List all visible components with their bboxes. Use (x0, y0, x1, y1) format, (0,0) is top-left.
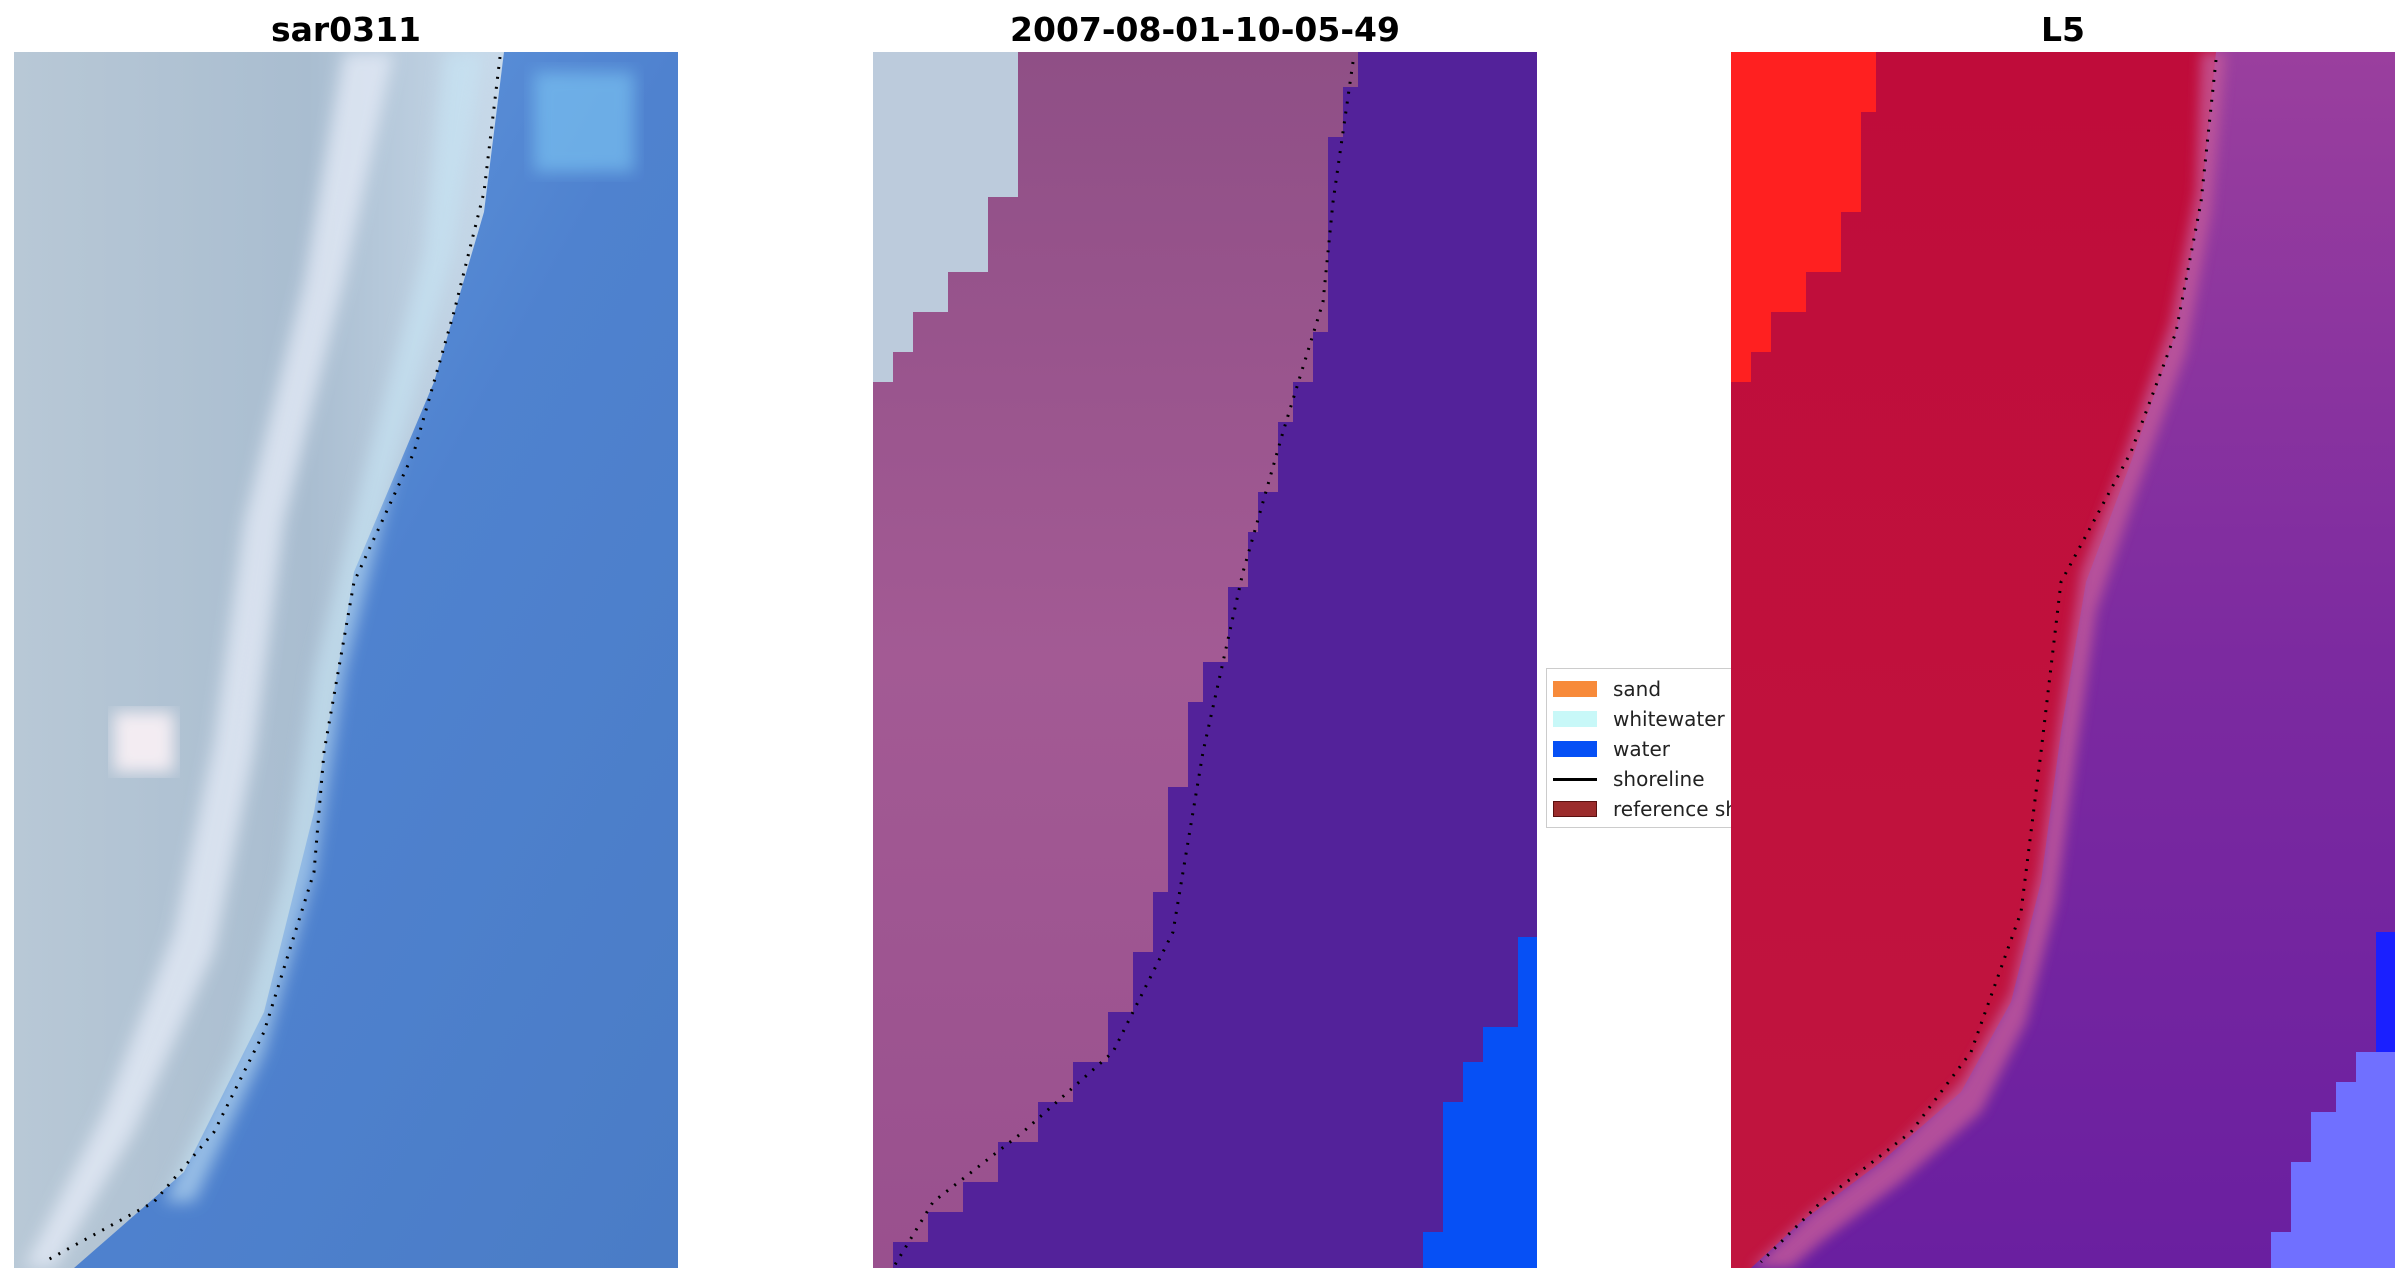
legend-item-shoreline: shoreline (1553, 767, 1705, 791)
legend: sand whitewater water shoreline referenc… (1546, 668, 1746, 828)
legend-swatch-sand (1553, 681, 1597, 697)
classified-image-panel (873, 52, 1537, 1268)
legend-item-whitewater: whitewater (1553, 707, 1725, 731)
panel-title-index: L5 (2041, 10, 2085, 49)
legend-label: reference shoreline (1613, 797, 1746, 821)
rgb-image (14, 52, 678, 1268)
classified-image (873, 52, 1537, 1268)
legend-label: sand (1613, 677, 1662, 701)
legend-item-reference-shoreline: reference shoreline (1553, 797, 1746, 821)
legend-swatch-reference-shoreline (1553, 801, 1597, 817)
legend-label: water (1613, 737, 1670, 761)
legend-label: whitewater (1613, 707, 1725, 731)
index-image-panel (1731, 52, 2395, 1268)
legend-item-sand: sand (1553, 677, 1661, 701)
index-image (1731, 52, 2395, 1268)
legend-label: shoreline (1613, 767, 1705, 791)
legend-swatch-water (1553, 741, 1597, 757)
legend-swatch-shoreline (1553, 777, 1597, 781)
panel-title-rgb: sar0311 (270, 10, 422, 49)
rgb-image-panel (14, 52, 678, 1268)
panel-title-classified: 2007-08-01-10-05-49 (1010, 10, 1400, 49)
legend-swatch-whitewater (1553, 711, 1597, 727)
legend-item-water: water (1553, 737, 1670, 761)
